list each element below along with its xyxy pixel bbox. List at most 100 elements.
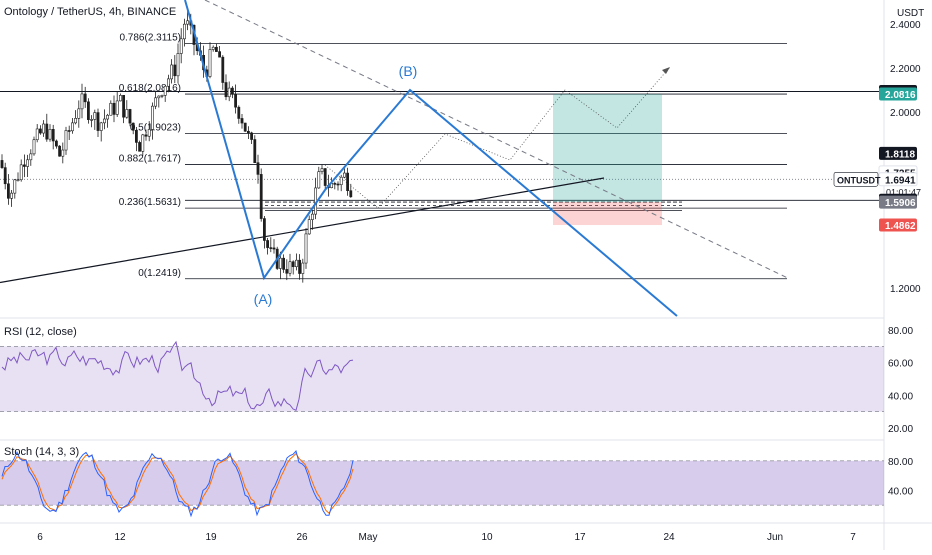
candle-body <box>154 97 158 107</box>
candle-body <box>96 112 100 131</box>
fib-level-label: 0.618(2.0816) <box>119 83 181 94</box>
candle-body <box>157 95 161 99</box>
candle-body <box>349 190 353 198</box>
rsi-axis-tick: 80.00 <box>888 326 913 337</box>
candle-body <box>227 87 231 98</box>
fib-level-label: 0(1.2419) <box>138 268 181 279</box>
candle-body <box>35 128 39 141</box>
rsi-band <box>0 346 884 412</box>
fib-level-label: 0.786(2.3115) <box>119 32 181 43</box>
candle-body <box>131 122 135 131</box>
candle-body <box>3 167 7 185</box>
candle-body <box>119 95 122 102</box>
price-axis-tick: 2.0000 <box>890 108 921 119</box>
fib-level-label: 0.882(1.7617) <box>119 153 181 164</box>
price-tag-label: 1.4862 <box>885 221 916 232</box>
candle-body <box>298 259 302 274</box>
candle-body <box>291 261 295 268</box>
time-axis-tick: 7 <box>850 532 856 543</box>
candle-body <box>80 93 84 110</box>
candle-body <box>320 168 324 172</box>
wave-label-a: (A) <box>254 291 273 307</box>
candle-body <box>38 128 42 134</box>
candle-body <box>19 164 23 181</box>
time-axis-tick: 10 <box>481 532 493 543</box>
price-tag-bg <box>879 146 917 160</box>
rsi-line <box>1 340 354 412</box>
time-axis-tick: 6 <box>37 532 43 543</box>
time-axis-tick: 19 <box>205 532 217 543</box>
candle-body <box>77 108 81 119</box>
time-axis-tick: 17 <box>574 532 586 543</box>
candle-body <box>115 100 119 115</box>
stop-loss-zone <box>553 202 662 226</box>
wave-path <box>184 0 678 317</box>
candle-body <box>160 95 164 97</box>
candle-body <box>90 119 94 121</box>
wave-label-b: (B) <box>399 63 418 79</box>
candle-body <box>243 122 247 132</box>
price-tag-label: 1.5906 <box>885 198 916 209</box>
candle-body <box>109 102 113 116</box>
price-tag-bg <box>879 87 917 101</box>
candle-body <box>128 109 132 124</box>
candle-body <box>346 172 350 192</box>
rsi-axis-tick: 60.00 <box>888 359 913 370</box>
time-axis-tick: May <box>359 532 378 543</box>
candle-body <box>247 130 250 134</box>
candle-body <box>147 129 151 137</box>
price-tag-label: 1.8118 <box>885 149 915 160</box>
price-tag-bg <box>879 218 917 232</box>
price-tag-bg <box>879 195 917 209</box>
candle-body <box>310 213 314 220</box>
time-axis-tick: 24 <box>663 532 675 543</box>
candle-body <box>323 168 327 186</box>
countdown-timer: 01:01:47 <box>886 187 921 197</box>
symbol-tag: ONTUSDT <box>837 175 881 185</box>
candle-body <box>333 183 337 185</box>
stoch-label: Stoch (14, 3, 3) <box>4 446 80 458</box>
candle-body <box>58 145 62 157</box>
stoch-k-line <box>1 449 354 518</box>
candle-body <box>51 129 55 142</box>
price-tag-label: 2.0816 <box>885 90 916 101</box>
candle-body <box>269 247 273 249</box>
candle-body <box>71 122 74 132</box>
candle-body <box>106 114 110 120</box>
rising-trendline <box>0 177 605 284</box>
time-axis-tick: Jun <box>767 532 783 543</box>
candle-body <box>87 101 90 120</box>
candle-body <box>215 46 218 52</box>
candle-body <box>336 183 340 186</box>
stoch-band <box>0 460 884 506</box>
candle-body <box>112 102 116 115</box>
candle-body <box>262 218 266 241</box>
price-axis-tick: 1.2000 <box>890 284 921 295</box>
symbol-tag-bg <box>833 171 879 187</box>
candle-body <box>221 56 225 83</box>
candle-body <box>29 153 33 161</box>
candle-body <box>259 174 263 219</box>
fib-level-label: 0.5(1.9023) <box>130 122 181 133</box>
candle-body <box>307 219 311 235</box>
stoch-d-line <box>1 452 354 514</box>
candle-body <box>54 140 58 147</box>
candle-body <box>285 269 289 274</box>
candle-body <box>7 183 10 199</box>
candle-body <box>218 51 222 58</box>
candle-body <box>282 257 286 270</box>
price-axis-tick: 2.2000 <box>890 64 921 75</box>
candle-body <box>99 122 103 131</box>
take-profit-zone <box>553 94 662 203</box>
candle-body <box>256 162 260 175</box>
candle-body <box>125 109 129 118</box>
candle-body <box>176 53 180 77</box>
candle-body <box>304 233 308 264</box>
candle-body <box>342 172 346 178</box>
candle-body <box>42 123 46 134</box>
candle-body <box>61 149 65 157</box>
candle-body <box>48 129 52 140</box>
candle-body <box>45 123 49 140</box>
